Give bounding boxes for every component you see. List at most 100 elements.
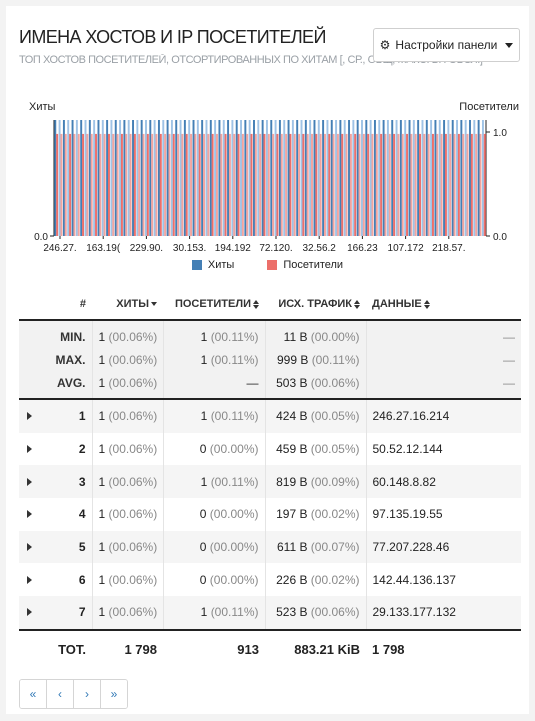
legend-swatch-hits [191, 260, 202, 270]
sort-both-icon [354, 299, 360, 309]
stat-label: MIN. [39, 320, 93, 348]
expand-row-button[interactable] [19, 530, 39, 564]
hits-bar [261, 120, 264, 236]
hits-bar [373, 120, 376, 236]
hits-bar [62, 120, 65, 236]
caret-right-icon [26, 608, 32, 617]
table-row[interactable]: 7 1 (00.06%) 1 (00.11%) 523 B (00.06%) 2… [19, 596, 521, 630]
hits-bar [291, 120, 294, 236]
row-visitors: 0 (00.00%) [163, 530, 266, 564]
row-num: 1 [39, 399, 93, 433]
legend-label-hits: Хиты [207, 259, 235, 271]
visitors-bar [419, 133, 421, 236]
table-row[interactable]: 4 1 (00.06%) 0 (00.00%) 197 B (00.02%) 9… [19, 498, 521, 531]
hits-bar [201, 120, 204, 236]
row-data: 97.135.19.55 [372, 507, 443, 522]
visitors-bar [397, 133, 400, 236]
visitors-bar [380, 133, 383, 236]
total-traffic: 883.21 KiB [265, 628, 366, 669]
stat-traffic: 999 B (00.11%) [265, 348, 367, 371]
visitors-bar [354, 133, 357, 236]
visitors-bar [241, 133, 244, 236]
total-hits: 1 798 [92, 628, 163, 669]
visitors-bar [64, 133, 67, 236]
expand-row-button[interactable] [19, 563, 39, 596]
table-row[interactable]: 5 1 (00.06%) 0 (00.00%) 611 B (00.07%) 7… [19, 530, 521, 564]
visitors-bar [457, 133, 460, 236]
visitors-bar [427, 133, 430, 236]
visitors-bar [285, 133, 288, 236]
visitors-bar [328, 133, 331, 236]
row-data: 246.27.16.214 [366, 399, 521, 433]
table-row[interactable]: 6 1 (00.06%) 0 (00.00%) 226 B (00.02%) 1… [19, 563, 521, 597]
visitors-bar [259, 133, 262, 236]
legend-item-hits[interactable]: Хиты [191, 259, 235, 271]
page-next-button[interactable]: › [74, 680, 101, 708]
hits-bar [145, 120, 147, 236]
hits-bar [430, 120, 433, 236]
visitors-bar [203, 133, 205, 236]
header-data[interactable]: ДАННЫЕ [366, 289, 521, 321]
visitors-bar [341, 133, 344, 236]
page-last-button[interactable]: » [101, 680, 127, 708]
hits-bar [300, 120, 303, 236]
visitors-bar [86, 133, 89, 236]
visitors-bar [388, 133, 391, 236]
stat-traffic: 503 B (00.06%) [265, 371, 367, 400]
hits-bar [386, 120, 389, 236]
panel-settings-button[interactable]: ⚙ Настройки панели [373, 28, 520, 62]
y-right-axis-label: Посетители [459, 101, 519, 113]
row-num: 2 [39, 432, 93, 466]
row-hits: 1 (00.06%) [92, 498, 164, 531]
header-visitors[interactable]: ПОСЕТИТЕЛИ [163, 289, 265, 321]
x-tick-label: 163.19( [86, 243, 121, 254]
sort-desc-icon [151, 302, 157, 307]
page-prev-button[interactable]: ‹ [47, 680, 74, 708]
hits-bar [136, 120, 139, 236]
header-num[interactable]: # [39, 289, 92, 321]
row-hits: 1 (00.06%) [92, 399, 164, 433]
visitors-bar [142, 133, 145, 236]
gear-icon: ⚙ [379, 38, 391, 52]
visitors-bar [332, 133, 335, 236]
visitors-bar [246, 133, 249, 236]
row-num: 3 [39, 465, 93, 499]
stat-visitors: 1 (00.11%) [163, 320, 266, 348]
expand-row-button[interactable] [19, 433, 39, 466]
hits-bar [179, 120, 182, 236]
stats-row: MIN. 1 (00.06%) 1 (00.11%) 11 B (00.00%)… [19, 320, 521, 348]
visitors-bar [125, 133, 128, 236]
caret-down-icon [505, 42, 514, 48]
hits-bar [469, 120, 471, 236]
expand-row-button[interactable] [19, 399, 39, 433]
page-first-button[interactable]: « [20, 680, 47, 708]
row-num: 7 [39, 596, 93, 630]
row-hits: 1 (00.06%) [92, 530, 164, 564]
row-traffic: 226 B (00.02%) [265, 563, 367, 597]
visitors-bar [120, 133, 123, 236]
hits-bar [356, 120, 359, 236]
row-hits: 1 (00.06%) [92, 432, 164, 466]
legend-item-visitors[interactable]: Посетители [267, 259, 343, 271]
y-right-tick-label: 0.0 [493, 232, 507, 243]
hits-bar [460, 120, 463, 236]
hits-bar [395, 120, 398, 236]
header-traffic[interactable]: ИСХ. ТРАФИК [265, 289, 366, 321]
expand-row-button[interactable] [19, 498, 39, 531]
table-row[interactable]: 2 1 (00.06%) 0 (00.00%) 459 B (00.05%) 5… [19, 432, 521, 466]
expand-row-button[interactable] [19, 465, 39, 499]
visitors-bar [224, 133, 227, 236]
table-row[interactable]: 3 1 (00.06%) 1 (00.11%) 819 B (00.09%) 6… [19, 465, 521, 499]
hits-bar [404, 120, 407, 236]
x-tick-label: 246.27. [43, 243, 76, 254]
stat-label: AVG. [39, 371, 93, 400]
hits-bar [451, 120, 454, 236]
header-hits[interactable]: ХИТЫ [92, 289, 163, 321]
expand-row-button[interactable] [19, 596, 39, 630]
hits-bar [248, 120, 251, 236]
hits-bar [58, 120, 61, 236]
table-row[interactable]: 1 1 (00.06%) 1 (00.11%) 424 B (00.05%) 2… [19, 399, 521, 433]
hits-bar [408, 120, 411, 236]
hits-bar [188, 120, 191, 236]
row-traffic: 424 B (00.05%) [265, 399, 367, 433]
